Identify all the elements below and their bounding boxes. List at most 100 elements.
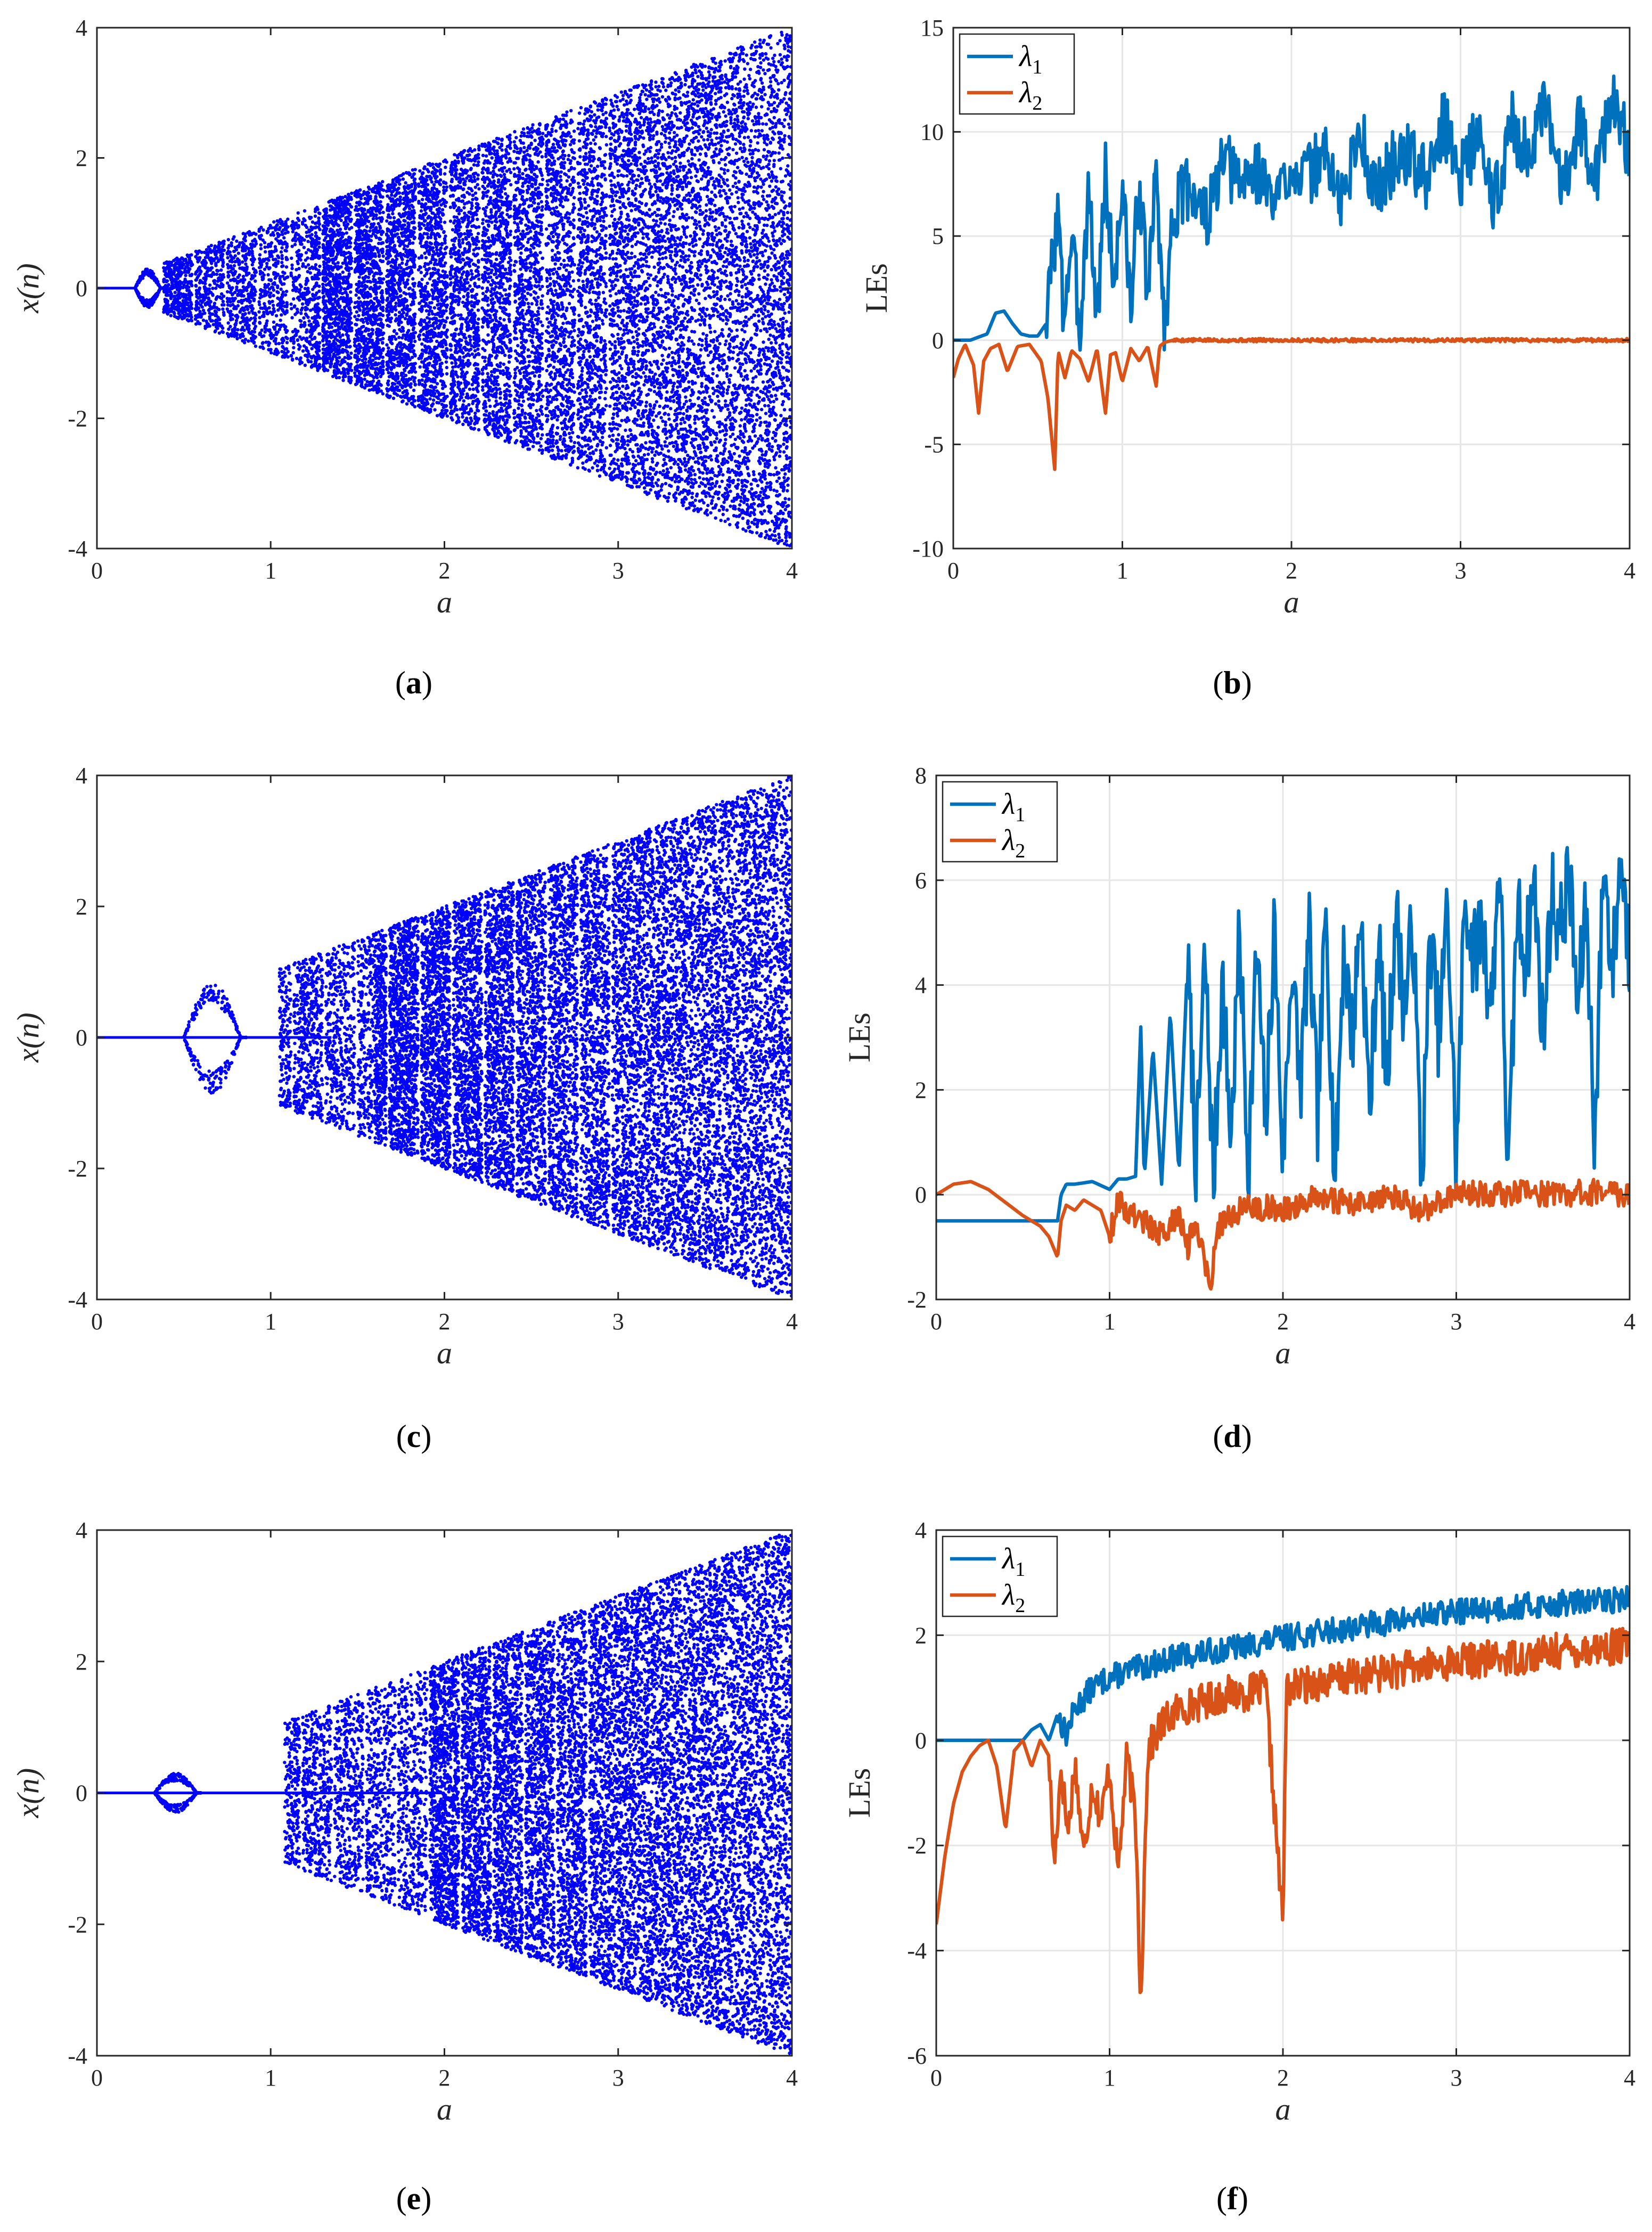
bifurcation-point [692,293,696,297]
bifurcation-point [635,338,639,341]
bifurcation-point [735,328,739,332]
bifurcation-point [773,323,776,327]
bifurcation-point [720,73,724,77]
bifurcation-point [715,374,719,378]
bifurcation-point [778,324,781,328]
bifurcation-point [302,246,306,249]
bifurcation-point [263,267,267,271]
bifurcation-point [761,254,765,258]
bifurcation-point [708,208,712,211]
bifurcation-point [760,487,764,490]
bifurcation-point [599,241,603,245]
bifurcation-point [615,190,618,194]
bifurcation-point [742,77,746,81]
bifurcation-point [648,182,652,186]
bifurcation-point [656,213,660,217]
bifurcation-point [689,261,693,265]
bifurcation-point [619,90,624,94]
bifurcation-point [724,192,728,195]
bifurcation-point [771,56,775,60]
bifurcation-point [762,190,765,193]
bifurcation-point [470,272,474,276]
bifurcation-point [235,239,239,243]
bifurcation-point [568,212,571,216]
bifurcation-point [783,508,788,511]
bifurcation-point [741,338,746,341]
bifurcation-point [777,476,781,480]
bifurcation-point [529,265,533,269]
bifurcation-point [706,188,710,192]
bifurcation-point [652,112,656,116]
bifurcation-point [776,82,780,86]
bifurcation-point [724,438,727,442]
bifurcation-point [723,342,727,347]
bifurcation-point [709,458,714,462]
bifurcation-point [420,244,424,248]
bifurcation-point [269,351,273,355]
bifurcation-point [627,307,631,310]
bifurcation-point [725,508,729,512]
bifurcation-point [617,433,620,437]
bifurcation-point [724,247,729,250]
bifurcation-point [521,184,525,188]
bifurcation-point [508,233,512,236]
bifurcation-point [490,220,494,224]
bifurcation-point [715,437,719,440]
bifurcation-point [771,234,775,238]
bifurcation-point [717,161,721,165]
bifurcation-point [655,463,658,467]
bifurcation-point [538,362,542,365]
bifurcation-point [644,441,648,445]
bifurcation-point [545,317,549,321]
bifurcation-point [455,266,459,269]
bifurcation-point [512,263,516,267]
bifurcation-point [745,403,748,407]
bifurcation-point [480,325,485,329]
bifurcation-point [608,256,611,260]
bifurcation-point [241,285,246,289]
bifurcation-point [772,274,776,277]
bifurcation-point [598,474,602,478]
bifurcation-point [151,272,156,276]
bifurcation-point [644,88,649,92]
bifurcation-point [643,93,647,96]
bifurcation-point [507,360,511,364]
bifurcation-point [759,91,764,94]
bifurcation-point [772,248,776,252]
bifurcation-point [785,299,789,302]
bifurcation-point [616,427,619,431]
bifurcation-point [540,155,544,159]
bifurcation-point [711,372,715,375]
bifurcation-point [715,118,719,122]
bifurcation-point [427,170,430,174]
bifurcation-point [636,349,640,354]
bifurcation-point [734,232,738,235]
bifurcation-point [659,288,663,291]
bifurcation-point [604,446,609,449]
bifurcation-point [657,161,660,165]
bifurcation-point [576,334,580,338]
bifurcation-point [448,219,453,223]
bifurcation-point [550,289,553,292]
bifurcation-point [541,132,545,135]
bifurcation-point [150,298,153,302]
bifurcation-point [690,492,694,495]
bifurcation-point [741,385,745,388]
bifurcation-point [494,285,498,289]
bifurcation-point [465,256,469,260]
bifurcation-point [280,313,283,317]
bifurcation-point [717,496,721,501]
bifurcation-point [697,125,701,128]
bifurcation-point [139,296,143,300]
bifurcation-point [673,71,677,75]
bifurcation-point [521,127,526,131]
bifurcation-point [739,499,743,503]
bifurcation-point [583,200,587,204]
bifurcation-point [205,248,209,252]
bifurcation-point [643,302,648,306]
bifurcation-point [692,222,697,226]
bifurcation-point [436,268,440,272]
bifurcation-point [462,295,465,299]
bifurcation-point [724,339,728,343]
bifurcation-point [685,212,689,217]
